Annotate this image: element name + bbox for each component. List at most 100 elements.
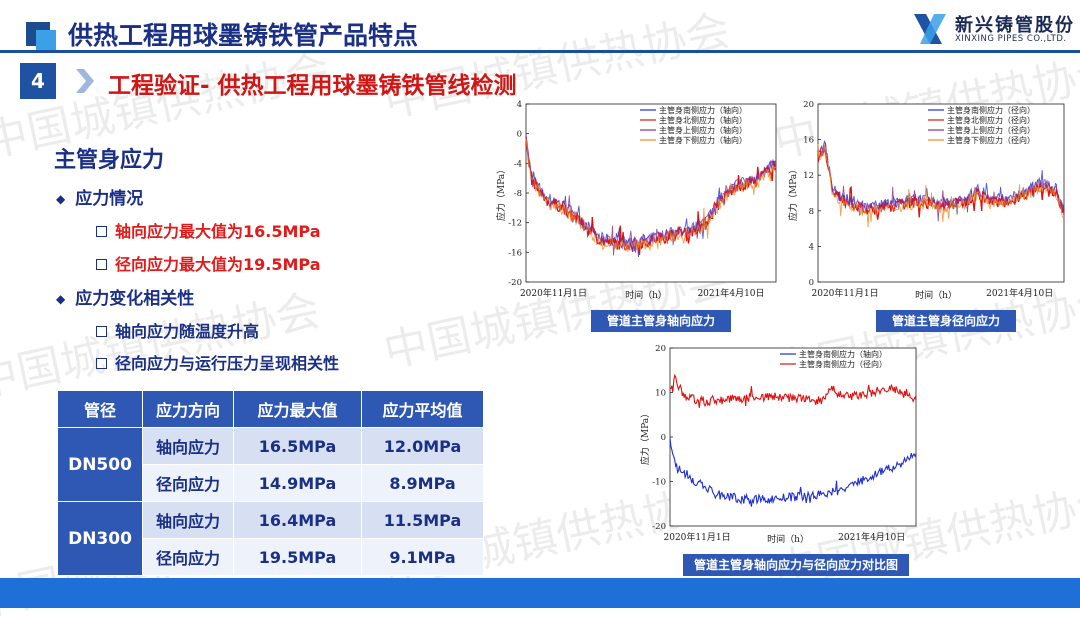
bullet-stress-status: ◆ 应力情况: [56, 184, 143, 209]
y-tick-label: -12: [508, 219, 522, 229]
table-row: DN500 轴向应力 16.5MPa 12.0MPa: [57, 427, 484, 502]
y-tick-label: -20: [652, 522, 666, 532]
series-line: [669, 438, 917, 507]
legend-entry: 主管身北侧应力（轴向）: [659, 115, 747, 125]
table-cell: 16.4MPa: [233, 501, 362, 539]
y-axis-label: 应力（MPa）: [495, 165, 507, 221]
list-item-text: 轴向应力最大值为16.5MPa: [115, 222, 321, 241]
list-item-text: 径向应力与运行压力呈现相关性: [115, 354, 340, 373]
bullet-label: 应力情况: [75, 189, 144, 209]
y-tick-label: 20: [655, 344, 666, 354]
content-heading: 主管身应力: [54, 148, 165, 173]
y-tick-label: 12: [803, 171, 814, 181]
y-tick-label: -16: [508, 248, 522, 258]
series-line: [525, 135, 777, 256]
square-bullet-icon: [96, 226, 107, 237]
table-row: 径向应力 19.5MPa 9.1MPa: [58, 538, 484, 576]
legend-entry: 主管身下侧应力（径向）: [947, 135, 1035, 145]
y-tick-label: 16: [803, 136, 814, 146]
y-tick-label: -4: [514, 159, 522, 169]
square-bullet-icon: [96, 326, 107, 337]
legend-entry: 主管身南侧应力（轴向）: [799, 349, 887, 359]
table-header-cell: 应力最大值: [233, 390, 362, 428]
company-logo-icon: [914, 14, 946, 44]
table-cell: 径向应力: [142, 538, 234, 576]
y-tick-label: -8: [514, 189, 522, 199]
y-tick-label: 0: [517, 130, 522, 140]
legend-entry: 主管身南侧应力（径向）: [947, 105, 1035, 115]
square-bullet-icon: [96, 259, 107, 270]
legend-entry: 主管身南侧应力（径向）: [799, 359, 887, 369]
table-cell: 轴向应力: [142, 501, 234, 539]
table-cell: 轴向应力: [142, 427, 234, 465]
y-tick-label: -20: [508, 278, 522, 288]
header-square-light: [36, 30, 56, 50]
table-row: DN300 轴向应力 16.4MPa 11.5MPa: [57, 501, 484, 576]
watermark: 中国城镇供热协会: [0, 44, 335, 168]
table-cell: 19.5MPa: [233, 538, 362, 576]
section-title: 工程验证- 供热工程用球墨铸铁管线检测: [108, 73, 517, 99]
series-line: [817, 143, 1065, 228]
x-tick-label: 2020年11月1日: [812, 287, 879, 299]
y-axis-label: 应力（MPa）: [787, 165, 799, 221]
legend-entry: 主管身上侧应力（径向）: [947, 125, 1035, 135]
table-cell: 12.0MPa: [361, 427, 484, 465]
chart-caption-radial: 管道主管身径向应力: [876, 310, 1016, 332]
diamond-bullet-icon: ◆: [56, 192, 66, 206]
section-number: 4: [20, 63, 56, 99]
list-item: 轴向应力最大值为16.5MPa: [96, 218, 321, 242]
x-tick-label: 2021年4月10日: [986, 287, 1053, 299]
x-axis-label: 时间（h）: [625, 289, 667, 301]
square-bullet-icon: [96, 358, 107, 369]
header-divider: [0, 50, 1080, 53]
y-tick-label: 0: [809, 278, 814, 288]
table-header-cell: 管径: [57, 390, 143, 428]
legend-entry: 主管身南侧应力（轴向）: [659, 105, 747, 115]
list-item: 径向应力最大值为19.5MPa: [96, 251, 321, 275]
y-tick-label: 8: [809, 207, 814, 217]
table-header-cell: 应力方向: [142, 390, 234, 428]
table-header-cell: 应力平均值: [361, 390, 484, 428]
table-cell: 11.5MPa: [361, 501, 484, 539]
y-tick-label: 4: [809, 242, 814, 252]
plot-area: [525, 103, 777, 283]
company-name: 新兴铸管股份: [955, 15, 1075, 36]
x-axis-label: 时间（h）: [915, 289, 957, 301]
table-cell: 径向应力: [142, 464, 234, 502]
list-item-text: 轴向应力随温度升高: [115, 322, 260, 341]
diamond-bullet-icon: ◆: [56, 292, 66, 306]
legend-entry: 主管身上侧应力（轴向）: [659, 125, 747, 135]
company-name-en: XINXING PIPES CO.,LTD.: [955, 34, 1067, 44]
list-item: 轴向应力随温度升高: [96, 318, 259, 342]
x-axis-label: 时间（h）: [767, 533, 809, 545]
bullet-stress-correlation: ◆ 应力变化相关性: [56, 284, 194, 309]
footer-bar: [0, 578, 1080, 608]
y-tick-label: 10: [655, 389, 666, 399]
chevron-right-icon: [76, 69, 94, 93]
list-item-text: 径向应力最大值为19.5MPa: [115, 255, 321, 274]
stress-table: 管径 应力方向 应力最大值 应力平均值 DN500 轴向应力 16.5MPa 1…: [57, 390, 484, 576]
table-cell-dn: DN500: [57, 427, 143, 502]
legend-entry: 主管身北侧应力（径向）: [947, 115, 1035, 125]
table-cell: 14.9MPa: [233, 464, 362, 502]
table-header-row: 管径 应力方向 应力最大值 应力平均值: [57, 390, 484, 428]
x-tick-label: 2021年4月10日: [697, 287, 764, 299]
x-tick-label: 2021年4月10日: [838, 531, 905, 543]
page-title: 供热工程用球墨铸铁管产品特点: [68, 21, 419, 50]
x-tick-label: 2020年11月1日: [664, 531, 731, 543]
table-cell: 9.1MPa: [361, 538, 484, 576]
y-tick-label: -10: [652, 478, 666, 488]
x-tick-label: 2020年11月1日: [520, 287, 587, 299]
y-tick-label: 20: [803, 100, 814, 110]
y-tick-label: 0: [661, 433, 666, 443]
table-cell: 16.5MPa: [233, 427, 362, 465]
chart-caption-axial: 管道主管身轴向应力: [591, 310, 731, 332]
chart-caption-comparison: 管道主管身轴向应力与径向应力对比图: [683, 554, 909, 576]
table-cell-dn: DN300: [57, 501, 143, 576]
table-row: 径向应力 14.9MPa 8.9MPa: [58, 464, 484, 502]
y-tick-label: 4: [517, 100, 522, 110]
bullet-label: 应力变化相关性: [75, 289, 195, 309]
